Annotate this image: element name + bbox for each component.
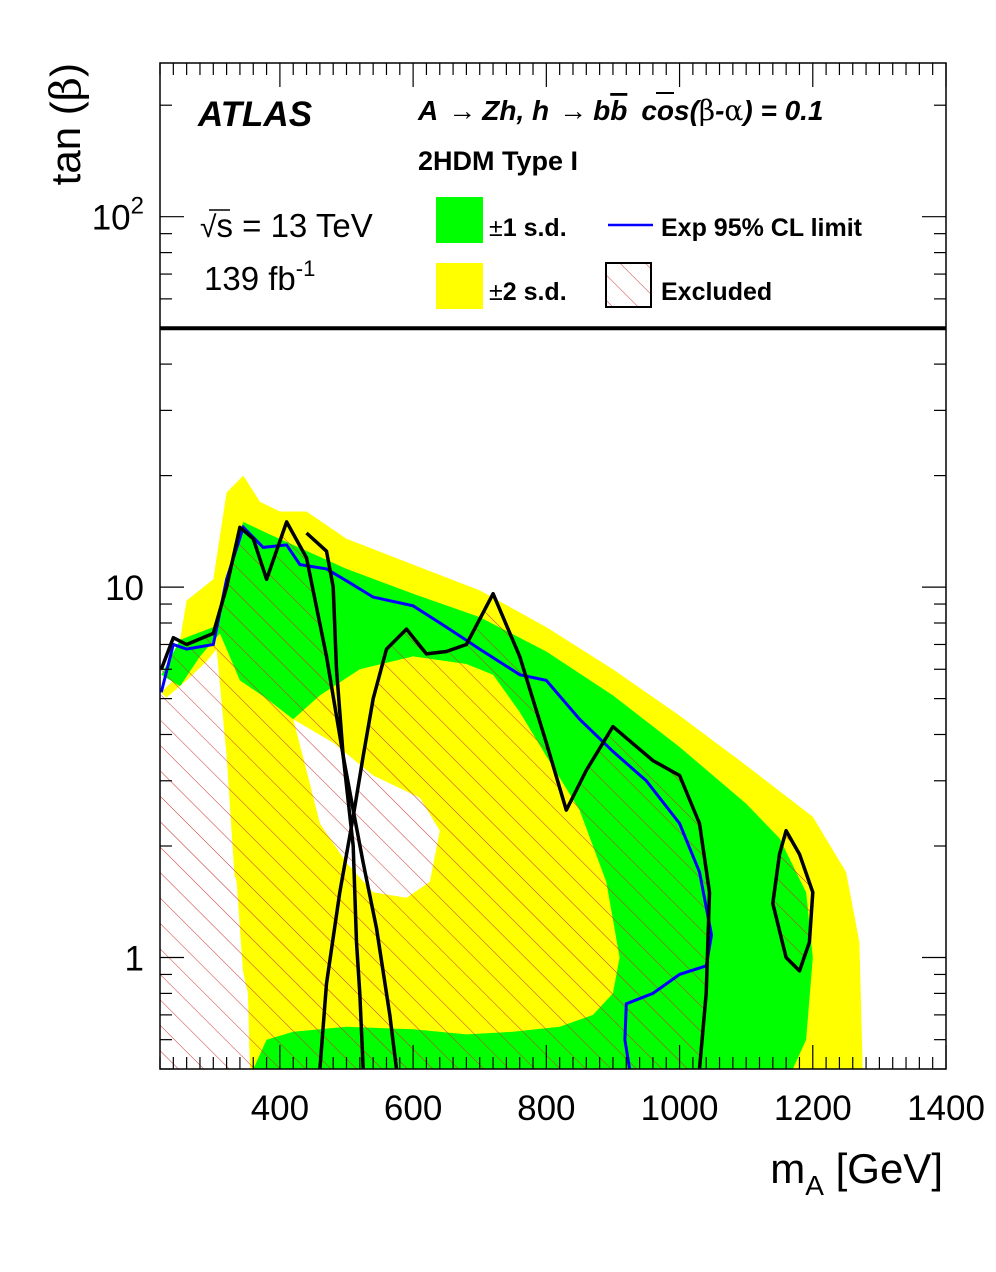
legend-two-sigma-label: ±2 s.d.	[489, 278, 567, 306]
plot-frame	[159, 62, 947, 1070]
observed-contours	[160, 520, 815, 1069]
y-tick-label: 102	[92, 193, 144, 238]
axis-ticks	[159, 63, 947, 1070]
y-axis-title: tan (β)	[41, 63, 90, 185]
legend-excluded-swatch	[605, 262, 652, 308]
process-label: A → Zh, h → bb cos(β-α) = 0.1	[417, 94, 824, 127]
x-tick-label: 400	[251, 1089, 309, 1128]
x-axis-title: mA [GeV]	[770, 1145, 943, 1201]
legend-excluded-label: Excluded	[661, 278, 772, 306]
legend-expected-label: Exp 95% CL limit	[661, 214, 863, 242]
energy-label: √s = 13 TeV	[200, 207, 373, 244]
luminosity-label: 139 fb-1	[204, 256, 315, 297]
x-tick-label: 800	[517, 1089, 575, 1128]
observed-contour-observed-left	[160, 520, 365, 1069]
observed-contour-observed-mid-1	[318, 591, 712, 1069]
legend-two-sigma-swatch	[436, 263, 483, 309]
atlas-label: ATLAS	[197, 95, 312, 134]
x-tick-label: 1200	[774, 1089, 852, 1128]
y-tick-label: 1	[125, 939, 144, 978]
x-tick-label: 1400	[907, 1089, 985, 1128]
legend-one-sigma-swatch	[436, 197, 483, 243]
x-tick-labels: 400 600 800 1000 1200 1400	[251, 1089, 985, 1128]
observed-contour-observed-mid-2	[305, 531, 399, 1069]
x-tick-label: 1000	[641, 1089, 719, 1128]
observed-contour-observed-right-island	[771, 828, 815, 973]
model-label: 2HDM Type I	[418, 146, 578, 176]
y-tick-labels: 1 10 102	[92, 193, 144, 979]
x-tick-label: 600	[384, 1089, 442, 1128]
excluded-region-hatch	[160, 521, 813, 1069]
legend-one-sigma-label: ±1 s.d.	[489, 214, 567, 242]
y-tick-label: 10	[105, 569, 144, 608]
